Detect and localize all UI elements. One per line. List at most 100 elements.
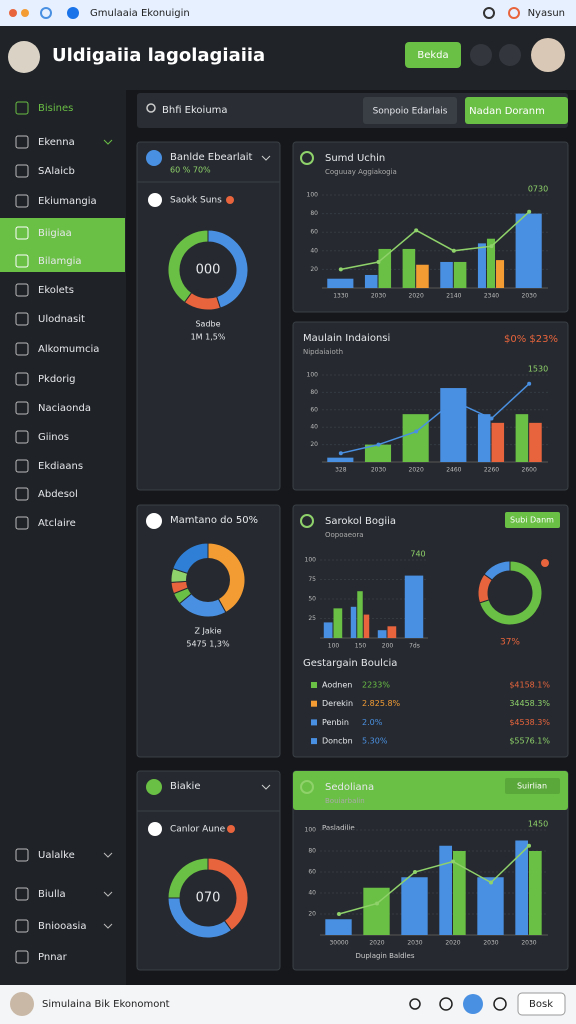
x-tick-label: 2030 (371, 293, 386, 300)
sidebar-item: Abdesol (38, 489, 78, 500)
line-point (414, 228, 419, 233)
line-point (376, 442, 381, 447)
line-point (451, 248, 456, 253)
legend-share: 2233% (362, 681, 390, 690)
bar (327, 457, 354, 462)
y-tick-label: 40 (310, 424, 318, 431)
sidebar-item: Giinos (38, 432, 69, 443)
item-icon (148, 822, 162, 836)
link-icon[interactable] (439, 997, 453, 1011)
footer-button[interactable] (517, 992, 566, 1016)
sidebar-item: Ekolets (38, 285, 74, 296)
bar (363, 887, 390, 935)
bar (333, 608, 343, 638)
card-icon (300, 151, 314, 165)
sidebar-icon (15, 283, 29, 297)
line-point (337, 912, 341, 916)
action-button[interactable] (465, 97, 568, 124)
line-point (527, 381, 532, 386)
item-badge (226, 196, 234, 204)
card-subtitle: 60 % 70% (170, 166, 211, 175)
y-tick-label: 100 (307, 192, 319, 199)
x-tick-label: 2020 (409, 467, 424, 474)
sidebar-item: Ekiumangia (38, 196, 97, 207)
line-point (489, 416, 494, 421)
x-tick-label: 2030 (521, 940, 536, 947)
bar (477, 414, 491, 462)
card-title: Sedoliana (325, 782, 374, 793)
card-icon (300, 514, 314, 528)
bar (378, 248, 392, 288)
x-tick-label: 7ds (409, 643, 420, 650)
bar (439, 845, 452, 935)
chevron (261, 784, 271, 790)
gear-icon[interactable] (40, 7, 52, 19)
sidebar-item: SAlaicb (38, 166, 75, 177)
bar (404, 575, 424, 638)
emoji-icon[interactable] (493, 997, 507, 1011)
search-bar[interactable] (137, 93, 568, 128)
x-tick-label: 200 (382, 643, 394, 650)
line-point (527, 843, 531, 848)
settings-icon[interactable] (508, 7, 520, 19)
filter-button[interactable] (363, 97, 457, 124)
bar (402, 414, 429, 462)
sidebar-item: Bniooasia (38, 921, 86, 932)
bar (529, 422, 542, 462)
bar (401, 877, 428, 935)
window-title: Gmulaaia Ekonuigin (90, 8, 190, 19)
sidebar-icon (15, 342, 29, 356)
bar (350, 606, 357, 638)
card-button[interactable] (505, 778, 560, 794)
chevron (103, 852, 113, 858)
legend-name: Derekin (322, 699, 353, 708)
legend-title: Gestargain Boulcia (303, 658, 397, 669)
sidebar-icon (15, 459, 29, 473)
avatar[interactable] (8, 41, 40, 73)
card-title: Sarokol Bogiia (325, 516, 396, 527)
line-point (414, 429, 419, 434)
annotation: 740 (410, 550, 425, 559)
legend-amount: $5576.1% (509, 737, 550, 746)
settings-icon[interactable] (483, 7, 495, 19)
icon-button[interactable] (470, 44, 492, 66)
x-tick-label: 2140 (446, 293, 461, 300)
share-icon[interactable] (463, 994, 483, 1014)
card-title: Mamtano do 50% (170, 515, 258, 526)
sidebar-icon (15, 226, 29, 240)
bar (529, 851, 542, 935)
card-subtitle: Bouiarbalin (325, 797, 365, 805)
sidebar-icon (15, 401, 29, 415)
y-tick-label: 50 (308, 596, 316, 603)
bar (496, 260, 505, 288)
sidebar-item: Pnnar (38, 952, 68, 963)
item-icon (148, 193, 162, 207)
icon-button[interactable] (499, 44, 521, 66)
sidebar-icon (15, 312, 29, 326)
x-tick-label: 2600 (522, 467, 537, 474)
trend-line (338, 845, 530, 915)
x-tick-label: 2020 (445, 940, 460, 947)
legend-amount: 34458.3% (509, 699, 550, 708)
x-tick-label: 2020 (369, 940, 384, 947)
sidebar-item: Ualalke (38, 850, 75, 861)
legend-share: 2.0% (362, 718, 383, 727)
legend-share: 5.30% (362, 737, 388, 746)
line-point (338, 451, 343, 456)
donut-slice (478, 560, 543, 626)
sidebar-icon (15, 950, 29, 964)
card-title: Maulain Indaionsi (303, 333, 390, 344)
card-subtitle: Nipdaiaioth (303, 348, 343, 356)
y-tick-label: 100 (305, 827, 317, 834)
axis-title: Pasladilie (322, 824, 355, 832)
window-dot[interactable] (9, 9, 17, 17)
search-icon[interactable] (409, 998, 421, 1010)
item-label: Saokk Suns (170, 196, 222, 206)
avatar[interactable] (531, 38, 565, 72)
header-button[interactable] (405, 42, 461, 68)
y-tick-label: 100 (305, 557, 317, 564)
card-button[interactable] (505, 512, 560, 528)
window-dot[interactable] (21, 9, 29, 17)
avatar[interactable] (10, 992, 34, 1016)
y-tick-label: 80 (310, 210, 318, 217)
